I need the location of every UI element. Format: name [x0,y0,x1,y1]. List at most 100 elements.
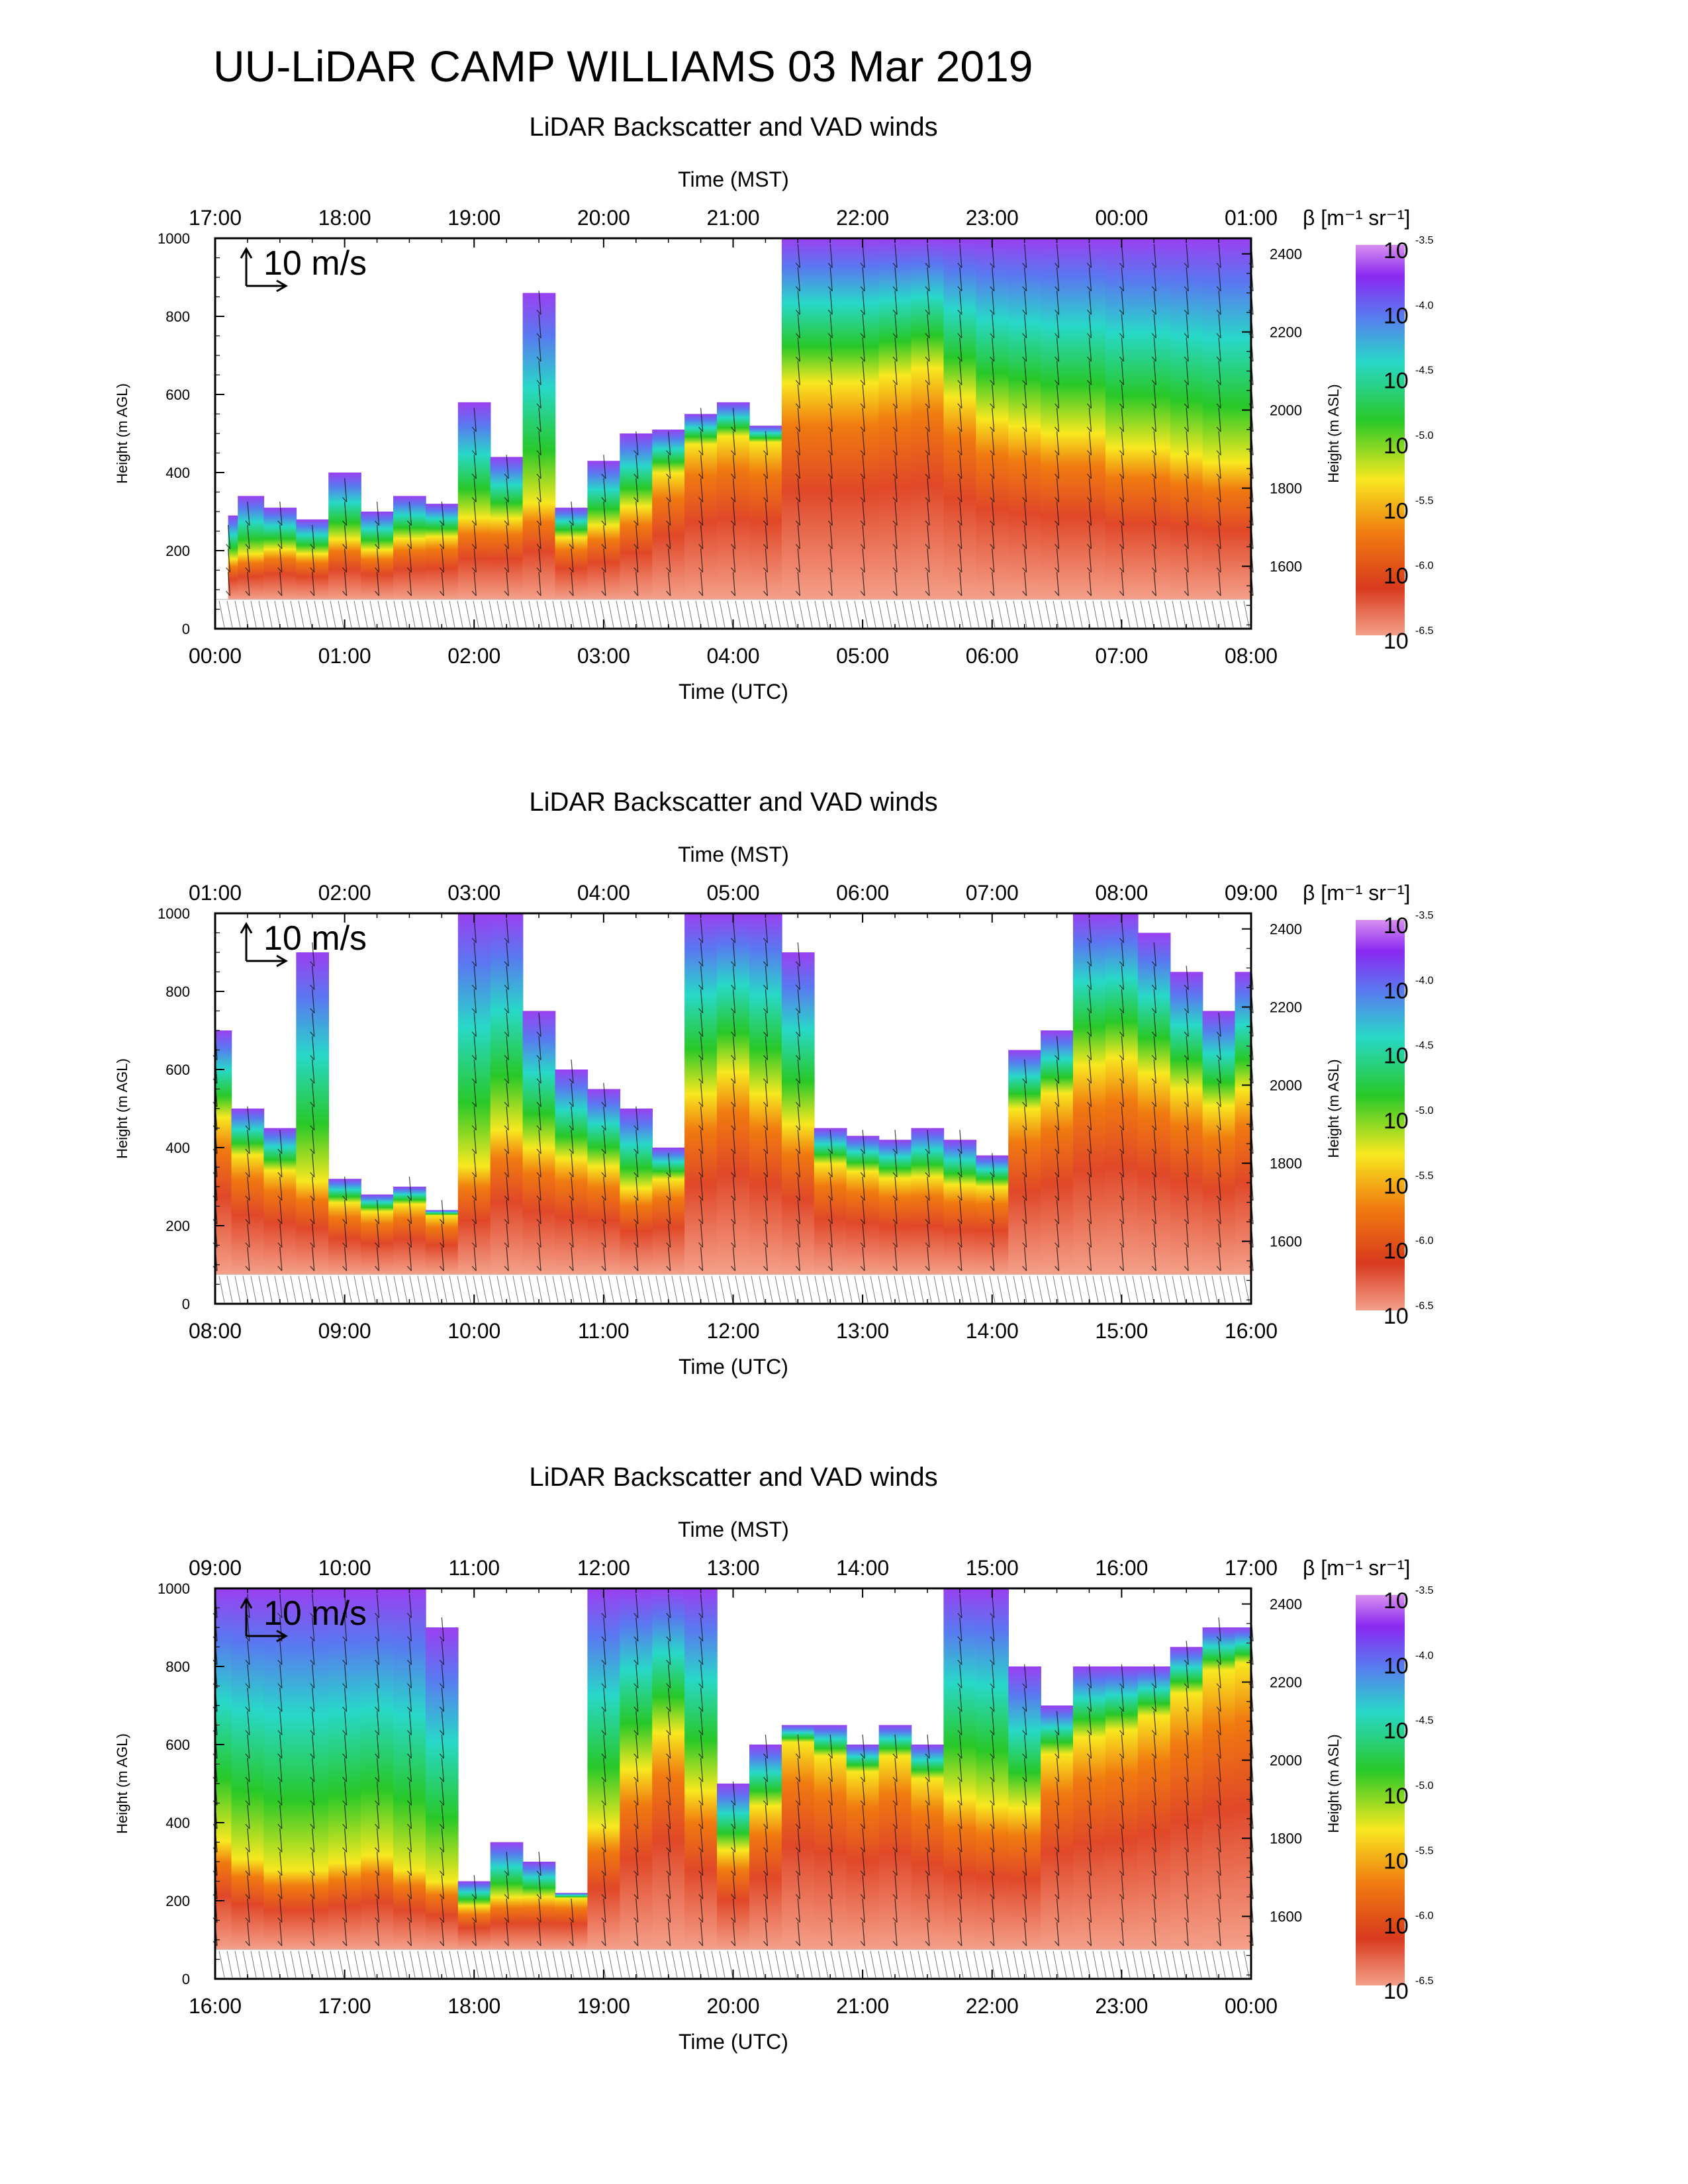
wind-arrow [959,1875,962,1899]
y-tick-label-agl: 600 [165,1062,190,1078]
near-ground-wind [409,1275,416,1303]
wind-arrow [1218,314,1221,338]
wind-arrow-head [892,520,898,526]
y-tick-label-asl: 2400 [1270,921,1302,938]
wind-arrow [700,1922,704,1946]
wind-arrow-head [601,473,606,479]
wind-arrow-head [342,1636,348,1642]
wind-arrow-head [990,590,995,596]
wind-arrow [1186,1734,1189,1759]
x-tick-label-utc: 00:00 [1225,1994,1278,2018]
wind-arrow-head [1184,984,1189,990]
wind-arrow [1121,1083,1125,1107]
near-ground-wind [377,1275,384,1303]
backscatter-column [652,1148,685,1275]
wind-arrow-head [860,520,865,526]
wind-arrow-head [1184,473,1189,479]
wind-arrow [1121,1013,1125,1037]
x-tick-label-utc: 00:00 [189,644,242,668]
wind-arrow [473,1200,477,1224]
wind-arrow [473,1922,477,1946]
near-ground-wind [441,1275,447,1303]
wind-arrow [1056,1059,1060,1084]
wind-arrow [959,1617,962,1642]
wind-arrow-head [666,1683,671,1689]
wind-arrow-head [763,590,768,596]
wind-arrow [1186,408,1189,432]
wind-arrow [700,1176,704,1201]
wind-arrow [1153,1805,1156,1829]
wind-arrow-head [1151,1172,1156,1177]
x-tick-label-mst: 01:00 [189,881,242,905]
wind-arrow [279,1758,283,1782]
wind-arrow-head [471,1265,477,1271]
wind-arrow-head [1216,1823,1221,1829]
wind-arrow-head [504,1101,509,1107]
wind-arrow-head [375,1265,380,1271]
near-ground-wind [481,1275,487,1303]
wind-arrow-head [633,473,639,479]
wind-arrow [538,455,541,479]
near-ground-wind [655,1950,662,1978]
wind-arrow-head [504,497,509,502]
wind-arrow-head [601,1125,606,1131]
wind-arrow [1056,1851,1060,1876]
wind-arrow-head [406,1683,412,1689]
near-ground-wind [544,600,551,628]
wind-arrow [765,1013,769,1037]
wind-arrow [1088,966,1092,990]
wind-arrow [1024,1247,1027,1271]
wind-arrow [862,431,865,455]
wind-arrow-head [504,1078,509,1084]
wind-arrow [635,1106,639,1130]
wind-arrow-head [1216,403,1221,409]
wind-arrow-head [310,590,315,596]
near-ground-wind [1188,1950,1194,1978]
wind-arrow-head [310,1800,315,1806]
wind-arrow-head [1086,520,1092,526]
near-ground-wind [536,600,543,628]
wind-arrow [538,1059,541,1084]
wind-arrow-head [860,426,865,432]
near-ground-wind [552,600,559,628]
near-ground-wind [473,1950,479,1978]
wind-arrow-head [601,1683,606,1689]
colorbar-tick-base: 10 [1383,564,1409,589]
colorbar-tick-exponent: -4.5 [1415,1040,1434,1052]
wind-arrow [862,314,865,338]
wind-arrow [959,338,962,362]
near-ground-wind [417,1950,424,1978]
wind-arrow [506,1922,509,1946]
wind-arrow-head [795,1172,800,1177]
wind-arrow [1121,1805,1125,1829]
wind-arrow [732,572,736,596]
wind-arrow-head [990,473,995,479]
wind-arrow [376,1641,380,1665]
wind-arrow-head [763,1800,768,1806]
wind-arrow-head [471,1125,477,1131]
wind-arrow [506,455,509,479]
wind-arrow [603,1641,606,1665]
wind-arrow [732,1805,736,1829]
wind-arrow-head [990,309,995,315]
wind-arrow-head [245,1683,250,1689]
near-ground-wind [1029,600,1035,628]
wind-arrow [1088,1781,1092,1805]
wind-arrow [1024,1664,1027,1688]
wind-arrow-head [763,961,768,967]
wind-arrow [992,1617,995,1642]
wind-arrow [603,1851,606,1876]
wind-arrow-head [698,938,704,943]
wind-arrow [473,1130,477,1154]
wind-arrow-head [277,1172,283,1177]
wind-arrow [894,1828,898,1852]
wind-arrow [1056,431,1060,455]
wind-arrow-head [957,1242,962,1248]
wind-arrow-head [310,1055,315,1060]
wind-arrow [1024,1200,1027,1224]
wind-arrow [1056,501,1060,526]
wind-arrow [700,1153,704,1177]
wind-arrow [992,1898,995,1923]
wind-arrow-head [957,590,962,596]
wind-arrow [700,1594,704,1618]
